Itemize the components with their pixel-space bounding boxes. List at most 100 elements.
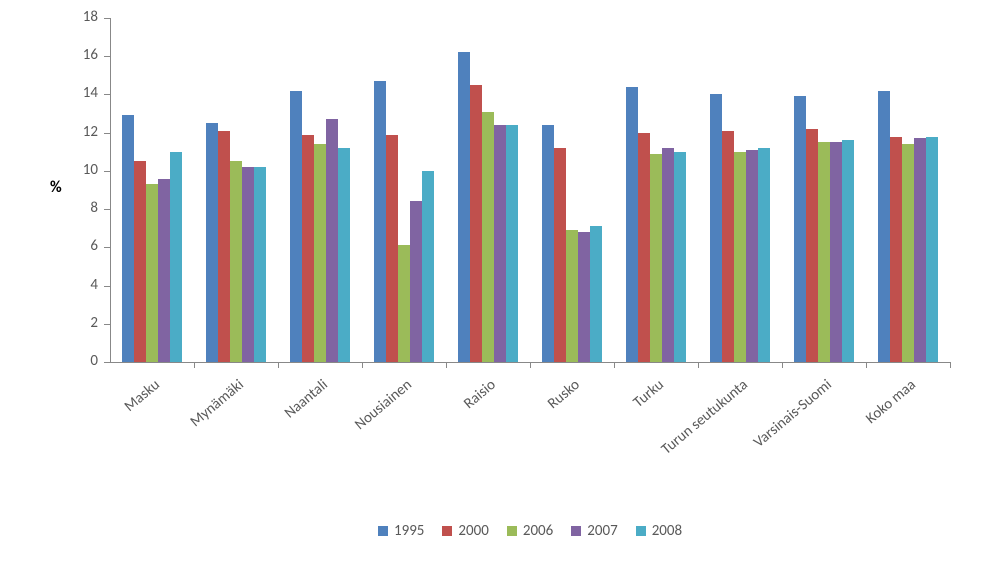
legend: 1995 2000 2006 2007 2008 (378, 522, 682, 540)
y-tick-label: 8 (0, 199, 98, 217)
bar (566, 230, 578, 362)
y-tick-label: 14 (0, 84, 98, 102)
y-tick-mark (104, 362, 110, 363)
bar (878, 91, 890, 362)
x-tick-mark (362, 362, 363, 368)
legend-swatch (442, 526, 452, 536)
bar (662, 148, 674, 362)
legend-swatch (378, 526, 388, 536)
bar (794, 96, 806, 362)
y-tick-mark (104, 286, 110, 287)
y-tick-label: 12 (0, 123, 98, 141)
y-axis-line (110, 18, 111, 362)
bar (506, 125, 518, 362)
legend-swatch (507, 526, 517, 536)
y-tick-mark (104, 133, 110, 134)
bar (638, 133, 650, 362)
bar (902, 144, 914, 362)
bar (386, 135, 398, 362)
y-tick-mark (104, 171, 110, 172)
bar (326, 119, 338, 362)
chart-container: 0 2 4 6 8 10 12 14 16 18% Masku Mynämäki Naantali Nou… (0, 0, 1004, 567)
bar (830, 142, 842, 362)
bar (890, 137, 902, 363)
legend-item: 2000 (442, 522, 488, 540)
bar (482, 112, 494, 362)
bar (926, 137, 938, 363)
bar (470, 85, 482, 362)
legend-swatch (636, 526, 646, 536)
x-tick-mark (530, 362, 531, 368)
bar (842, 140, 854, 362)
legend-label: 1995 (394, 522, 424, 540)
bar (734, 152, 746, 362)
x-tick-label: Turun seutukunta (658, 376, 752, 459)
bar (410, 201, 422, 362)
bar (230, 161, 242, 362)
legend-item: 2006 (507, 522, 553, 540)
x-tick-label: Naantali (281, 376, 331, 422)
bar (554, 148, 566, 362)
legend-item: 2007 (571, 522, 617, 540)
x-tick-label: Turku (630, 376, 668, 412)
bar (242, 167, 254, 362)
x-tick-label: Varsinais-Suomi (750, 376, 835, 452)
bar (626, 87, 638, 362)
legend-label: 2007 (587, 522, 617, 540)
bar (758, 148, 770, 362)
bar (314, 144, 326, 362)
bar (674, 152, 686, 362)
legend-label: 2008 (652, 522, 682, 540)
bar (206, 123, 218, 362)
x-tick-label: Mynämäki (187, 376, 248, 431)
x-tick-mark (278, 362, 279, 368)
legend-swatch (571, 526, 581, 536)
x-tick-label: Nousiainen (351, 376, 415, 434)
bar (590, 226, 602, 362)
legend-label: 2006 (523, 522, 553, 540)
y-tick-label: 16 (0, 46, 98, 64)
y-tick-label: 2 (0, 314, 98, 332)
bar (746, 150, 758, 362)
bar (146, 184, 158, 362)
legend-label: 2000 (458, 522, 488, 540)
x-tick-label: Koko maa (862, 376, 919, 428)
bar (302, 135, 314, 362)
bar (542, 125, 554, 362)
y-tick-label: 6 (0, 237, 98, 255)
x-tick-mark (446, 362, 447, 368)
x-tick-mark (782, 362, 783, 368)
bar (290, 91, 302, 362)
bar (710, 94, 722, 362)
bar (254, 167, 266, 362)
y-tick-mark (104, 247, 110, 248)
x-tick-mark (194, 362, 195, 368)
bar (338, 148, 350, 362)
bar (806, 129, 818, 362)
bar (494, 125, 506, 362)
bar (134, 161, 146, 362)
x-tick-mark (698, 362, 699, 368)
legend-item: 1995 (378, 522, 424, 540)
x-tick-label: Rusko (544, 376, 583, 413)
y-tick-label: 18 (0, 8, 98, 26)
y-tick-label: 0 (0, 352, 98, 370)
x-tick-mark (614, 362, 615, 368)
y-tick-mark (104, 56, 110, 57)
legend-item: 2008 (636, 522, 682, 540)
plot-area (110, 18, 950, 362)
bar (422, 171, 434, 362)
y-axis-label: % (50, 178, 62, 197)
bar (578, 232, 590, 362)
bar (818, 142, 830, 362)
bar (650, 154, 662, 362)
bar (218, 131, 230, 362)
x-tick-label: Masku (121, 376, 164, 416)
y-tick-mark (104, 324, 110, 325)
y-tick-mark (104, 209, 110, 210)
x-tick-mark (866, 362, 867, 368)
x-tick-mark (950, 362, 951, 368)
y-tick-label: 10 (0, 161, 98, 179)
y-tick-label: 4 (0, 276, 98, 294)
bar (170, 152, 182, 362)
